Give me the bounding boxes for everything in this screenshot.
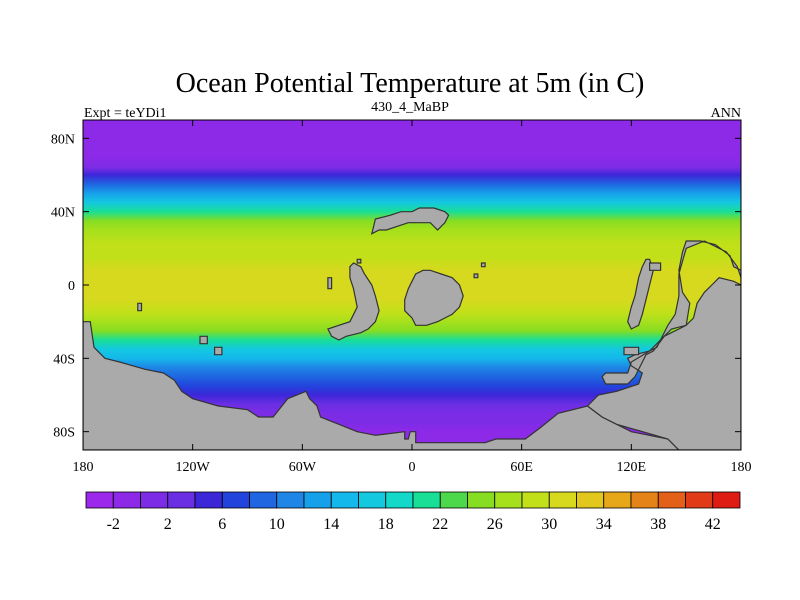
y-tick-label: 40N [51, 206, 75, 221]
land-small-island-7 [623, 346, 640, 356]
colorbar-label: 34 [596, 516, 612, 533]
colorbar-label: 2 [164, 516, 172, 533]
land-small-island-1 [327, 277, 333, 290]
colorbar-swatch [249, 491, 278, 509]
colorbar-label: 42 [705, 516, 721, 533]
colorbar-swatch [576, 491, 605, 509]
colorbar-swatch [385, 491, 414, 509]
colorbar-swatch [494, 491, 523, 509]
colorbar: -2 2 6 10 14 18 22 26 30 34 38 42 [85, 491, 741, 533]
colorbar-swatch [521, 491, 550, 509]
land-small-island-3 [199, 335, 208, 345]
colorbar-label: 18 [378, 516, 394, 533]
chart-subtitle-center: 430_4_MaBP [371, 100, 449, 115]
x-tick-label: 60W [289, 460, 317, 475]
y-tick-label: 80S [53, 426, 75, 441]
colorbar-swatch [630, 491, 659, 509]
colorbar-swatch [85, 491, 114, 509]
colorbar-swatch [657, 491, 686, 509]
y-axis: 80N 40N 0 40S 80S [51, 132, 741, 441]
x-tick-label: 180 [731, 460, 752, 475]
land-small-island-4 [214, 346, 223, 356]
colorbar-swatch [167, 491, 196, 509]
chart-title: Ocean Potential Temperature at 5m (in C) [176, 68, 645, 99]
y-tick-label: 40S [53, 352, 75, 367]
colorbar-swatch [685, 491, 714, 509]
chart-subtitle-right: ANN [711, 106, 741, 121]
land-small-island-8 [648, 262, 662, 271]
colorbar-label: 14 [323, 516, 339, 533]
land-small-island-5 [480, 262, 486, 268]
colorbar-swatch [221, 491, 250, 509]
land-northern-landmass [370, 207, 450, 235]
x-tick-label: 120W [176, 460, 211, 475]
colorbar-swatch [303, 491, 332, 509]
colorbar-label: 10 [269, 516, 285, 533]
land-small-island-2 [137, 302, 143, 312]
x-tick-label: 180 [73, 460, 94, 475]
x-axis: 180 120W 60W 0 60E 120E 180 [73, 120, 752, 475]
colorbar-swatch [712, 491, 741, 509]
colorbar-label: 26 [487, 516, 503, 533]
colorbar-swatch [412, 491, 441, 509]
colorbar-swatch [140, 491, 169, 509]
colorbar-label: 38 [650, 516, 666, 533]
x-tick-label: 0 [409, 460, 416, 475]
x-tick-label: 60E [510, 460, 533, 475]
colorbar-swatch [194, 491, 223, 509]
colorbar-label: 22 [432, 516, 448, 533]
y-tick-label: 0 [68, 279, 75, 294]
colorbar-label: 6 [218, 516, 226, 533]
land-central-continent [404, 269, 464, 326]
land-small-island-6 [473, 273, 479, 279]
colorbar-swatch [467, 491, 496, 509]
colorbar-swatch [548, 491, 577, 509]
colorbar-swatch [330, 491, 359, 509]
colorbar-swatch [112, 491, 141, 509]
land-eastern-landmass [586, 240, 741, 450]
colorbar-swatch [603, 491, 632, 509]
colorbar-swatch [358, 491, 387, 509]
land-small-island-9 [356, 258, 362, 264]
colorbar-label: 30 [541, 516, 557, 533]
colorbar-swatch [439, 491, 468, 509]
land-western-peninsula [327, 262, 380, 341]
x-tick-label: 120E [617, 460, 647, 475]
colorbar-swatch [276, 491, 305, 509]
map-plot-area [83, 120, 741, 450]
land-layer [83, 207, 741, 450]
colorbar-label: -2 [107, 516, 120, 533]
y-tick-label: 80N [51, 132, 75, 147]
chart-subtitle-left: Expt = teYDi1 [84, 106, 167, 121]
